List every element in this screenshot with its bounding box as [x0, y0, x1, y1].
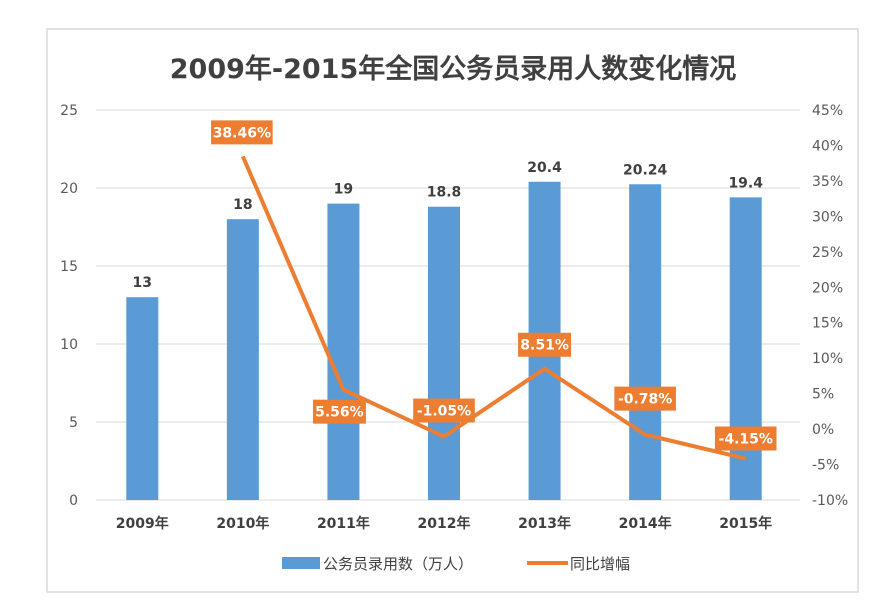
line-data-label: 8.51% [520, 338, 569, 354]
line-data-label-box [714, 426, 777, 451]
line-data-label-box [211, 120, 273, 145]
legend-label-bar: 公务员录用数（万人） [323, 555, 473, 573]
line-data-label-box [413, 398, 475, 423]
x-axis-tick-label: 2009年 [116, 515, 169, 532]
x-axis-tick-label: 2011年 [317, 515, 370, 532]
bar-data-label: 18 [233, 197, 252, 213]
x-axis-tick-label: 2015年 [719, 515, 772, 532]
line-data-label: -1.05% [417, 404, 471, 420]
line-data-label: 5.56% [315, 405, 364, 421]
right-axis-tick-label: 30% [812, 209, 843, 225]
right-axis-tick-label: 0% [812, 422, 834, 438]
line-data-label: -4.15% [719, 432, 773, 448]
line-data-label-box [312, 399, 366, 424]
right-axis-tick-label: 10% [812, 351, 843, 367]
left-axis-tick-label: 10 [60, 337, 78, 353]
bar-data-label: 20.24 [623, 162, 668, 178]
bar-data-label: 18.8 [427, 185, 462, 201]
legend-label-line: 同比增幅 [570, 555, 630, 573]
left-axis-tick-label: 25 [60, 103, 78, 119]
x-axis-tick-label: 2014年 [619, 515, 672, 532]
right-axis-tick-label: 45% [812, 103, 843, 119]
legend-swatch-bar [282, 557, 320, 569]
right-axis-tick-label: -10% [812, 493, 848, 509]
bar-data-label: 20.4 [527, 160, 562, 176]
left-axis-tick-label: 20 [60, 181, 78, 197]
left-axis-tick-label: 5 [69, 415, 78, 431]
bar-data-label: 13 [133, 275, 152, 291]
right-axis-tick-label: 5% [812, 387, 834, 403]
bar [126, 297, 159, 500]
line-data-label: -0.78% [618, 392, 672, 408]
bar [629, 184, 662, 501]
right-axis-tick-label: 20% [812, 280, 843, 296]
right-axis-tick-label: -5% [812, 458, 839, 474]
bar [226, 219, 259, 500]
x-axis-tick-label: 2010年 [216, 515, 269, 532]
right-axis-tick-label: 35% [812, 174, 843, 190]
line-data-label-box [518, 332, 572, 357]
x-axis-tick-label: 2012年 [418, 515, 471, 532]
line-data-label-box [614, 386, 676, 411]
right-axis-tick-label: 15% [812, 316, 843, 332]
bar [327, 203, 360, 500]
bar-data-label: 19 [334, 182, 353, 198]
line-series [241, 155, 747, 461]
left-axis-tick-label: 0 [69, 493, 78, 509]
line-data-label: 38.46% [213, 125, 271, 141]
chart-title: 2009年-2015年全国公务员录用人数变化情况 [170, 53, 737, 85]
x-axis-tick-label: 2013年 [518, 515, 571, 532]
bar-data-label: 19.4 [728, 175, 763, 191]
right-axis-tick-label: 40% [812, 138, 843, 154]
right-axis-tick-label: 25% [812, 245, 843, 261]
left-axis-tick-label: 15 [60, 259, 78, 275]
bar [428, 206, 460, 500]
